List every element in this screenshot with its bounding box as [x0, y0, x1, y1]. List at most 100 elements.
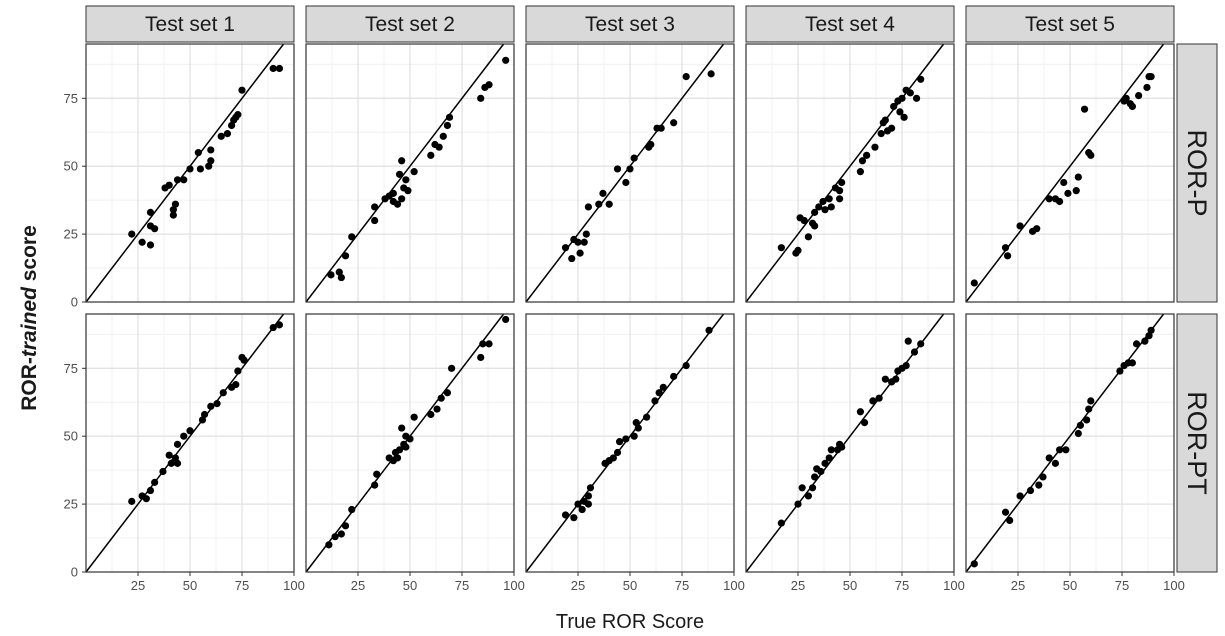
data-point [238, 86, 246, 94]
data-point [269, 323, 277, 332]
identity-line [85, 43, 285, 303]
data-point [605, 200, 613, 208]
column-strip-label: Test set 3 [585, 13, 675, 36]
data-point [341, 522, 350, 530]
data-point [186, 427, 194, 435]
panel-border [965, 43, 1175, 303]
data-point [169, 211, 177, 219]
x-tick-label: 50 [623, 578, 637, 593]
data-point [578, 505, 586, 514]
data-point [435, 143, 443, 151]
data-point [1016, 222, 1024, 230]
x-tick-label: 100 [943, 578, 965, 593]
row-strips: ROR-P ROR-PT [1176, 43, 1218, 573]
data-point [223, 130, 232, 138]
data-point [836, 195, 844, 203]
data-point [389, 189, 397, 197]
data-point [900, 113, 908, 121]
data-point [502, 315, 510, 324]
data-point [970, 560, 978, 568]
data-point [1062, 446, 1070, 454]
data-point [904, 337, 912, 345]
data-point [371, 481, 379, 489]
row-strip [1176, 43, 1218, 303]
data-point [896, 108, 904, 116]
facet-panel [525, 313, 735, 573]
data-point [433, 405, 441, 413]
x-tick-label: 100 [723, 578, 745, 593]
data-point [327, 271, 335, 279]
column-strip-label: Test set 5 [1025, 13, 1115, 36]
data-point [682, 72, 690, 81]
data-point [1145, 332, 1153, 340]
data-point [622, 435, 630, 443]
data-point [1085, 405, 1093, 413]
data-point [240, 356, 248, 364]
data-point [643, 413, 651, 421]
data-point [165, 181, 173, 189]
data-point [207, 146, 215, 154]
facet-panel [745, 313, 955, 573]
data-point [561, 244, 570, 252]
data-point [1045, 195, 1053, 203]
panel-border [745, 43, 955, 303]
y-tick-label: 75 [64, 361, 78, 376]
data-point [827, 446, 835, 454]
data-point [568, 254, 576, 263]
x-tick-label: 25 [571, 578, 585, 593]
identity-line [525, 43, 725, 303]
data-point [448, 364, 456, 372]
data-point [443, 121, 452, 130]
identity-line [525, 313, 725, 573]
identity-line [745, 43, 945, 303]
row-strip [1176, 313, 1218, 573]
data-point [200, 410, 209, 419]
data-point [794, 246, 802, 254]
x-tick-label: 75 [235, 578, 249, 593]
data-point [331, 533, 339, 541]
column-strip-label: Test set 4 [805, 13, 895, 36]
data-point [1026, 486, 1035, 495]
facet-panel [525, 43, 735, 303]
x-tick-label: 25 [791, 578, 805, 593]
data-point [393, 454, 402, 462]
identity-line [965, 313, 1165, 573]
data-point [622, 178, 630, 187]
x-tick-label: 50 [1063, 578, 1077, 593]
y-tick-label: 25 [64, 497, 78, 512]
row-strip-label: ROR-PT [1182, 391, 1212, 495]
x-tick-label: 50 [403, 578, 417, 593]
x-tick-label: 75 [675, 578, 689, 593]
data-point [373, 470, 381, 478]
data-point [682, 362, 690, 370]
data-point [570, 514, 578, 522]
data-point [396, 170, 404, 178]
data-point [1080, 105, 1089, 113]
data-point [574, 238, 582, 246]
data-point [595, 200, 603, 208]
data-point [580, 238, 588, 246]
data-point [1051, 459, 1060, 467]
data-point [1016, 492, 1024, 500]
data-point [402, 443, 410, 451]
data-point [169, 206, 177, 214]
data-point [1035, 481, 1043, 489]
x-tick-label: 75 [455, 578, 469, 593]
y-axis-title-part: score [18, 225, 41, 287]
data-point [198, 416, 207, 424]
data-point [219, 389, 227, 397]
data-point [815, 203, 823, 211]
data-point [881, 116, 889, 124]
data-point [502, 56, 510, 64]
data-point [906, 89, 914, 97]
data-point [337, 530, 345, 538]
data-point [171, 454, 180, 462]
data-point [485, 81, 493, 89]
data-point [207, 157, 215, 165]
data-point [808, 484, 817, 492]
data-point [146, 208, 155, 216]
data-point [875, 394, 883, 402]
x-tick-label: 50 [843, 578, 857, 593]
data-point [138, 238, 146, 246]
x-tick-label: 75 [1115, 578, 1129, 593]
